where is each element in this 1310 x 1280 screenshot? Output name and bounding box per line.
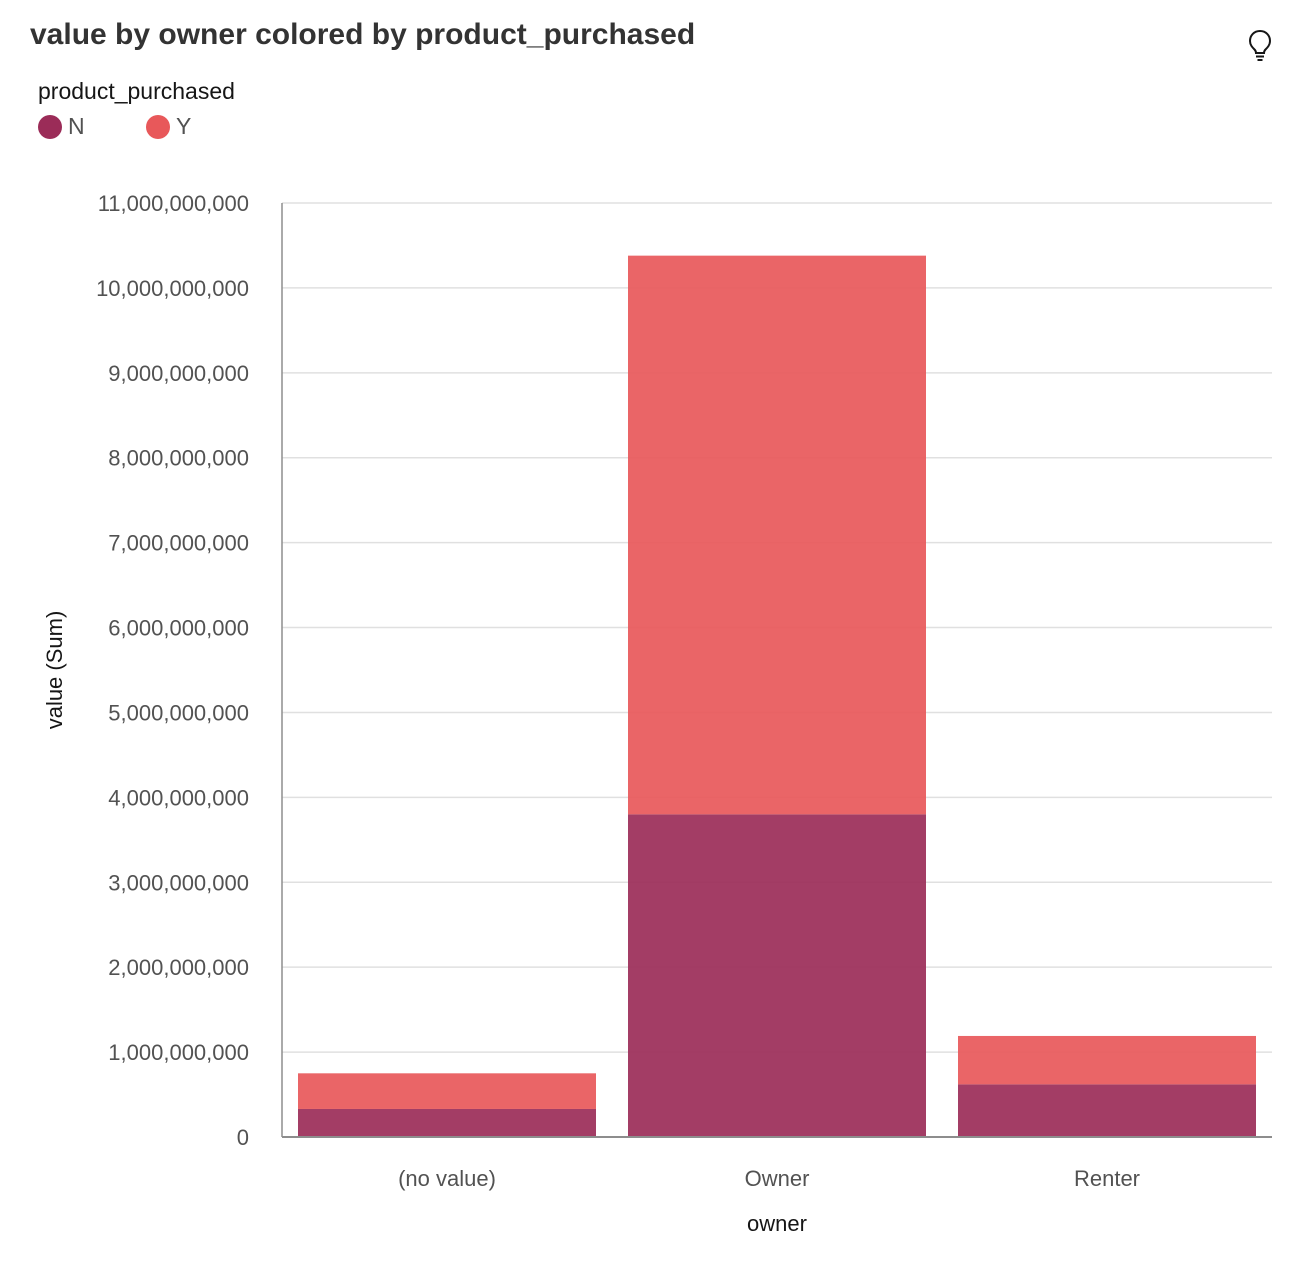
bar-n-owner <box>628 814 926 1137</box>
bar-y-no-value <box>298 1073 596 1109</box>
bar-y-owner <box>628 255 926 815</box>
lightbulb-icon[interactable] <box>1246 28 1274 62</box>
y-axis-title: value (Sum) <box>42 611 67 730</box>
legend-item-n[interactable]: N <box>38 113 146 140</box>
y-tick-label: 4,000,000,000 <box>108 785 249 810</box>
y-tick-label: 7,000,000,000 <box>108 531 249 556</box>
y-tick-label: 8,000,000,000 <box>108 446 249 471</box>
legend-swatch-n <box>38 114 62 139</box>
y-tick-label: 5,000,000,000 <box>108 700 249 725</box>
bar-n-no-value <box>298 1108 596 1137</box>
x-axis-title: owner <box>747 1211 807 1236</box>
bar-y-renter <box>958 1035 1256 1085</box>
y-tick-label: 1,000,000,000 <box>108 1040 249 1065</box>
chart-title: value by owner colored by product_purcha… <box>30 18 696 51</box>
y-tick-label: 2,000,000,000 <box>108 955 249 980</box>
legend-label-n: N <box>68 113 85 139</box>
x-tick-label: (no value) <box>398 1166 496 1191</box>
y-tick-label: 6,000,000,000 <box>108 616 249 641</box>
x-tick-label: Owner <box>745 1166 810 1191</box>
x-tick-label: Renter <box>1074 1166 1140 1191</box>
legend-item-y[interactable]: Y <box>146 113 254 140</box>
y-tick-label: 11,000,000,000 <box>98 191 249 216</box>
legend-swatch-y <box>146 114 170 139</box>
y-tick-label: 9,000,000,000 <box>108 361 249 386</box>
legend: product_purchased N Y <box>38 78 254 140</box>
legend-title: product_purchased <box>38 78 235 104</box>
y-tick-label: 10,000,000,000 <box>96 276 249 301</box>
legend-label-y: Y <box>176 113 192 139</box>
y-tick-label: 3,000,000,000 <box>108 870 249 895</box>
y-tick-label: 0 <box>237 1125 249 1150</box>
bar-n-renter <box>958 1084 1256 1137</box>
